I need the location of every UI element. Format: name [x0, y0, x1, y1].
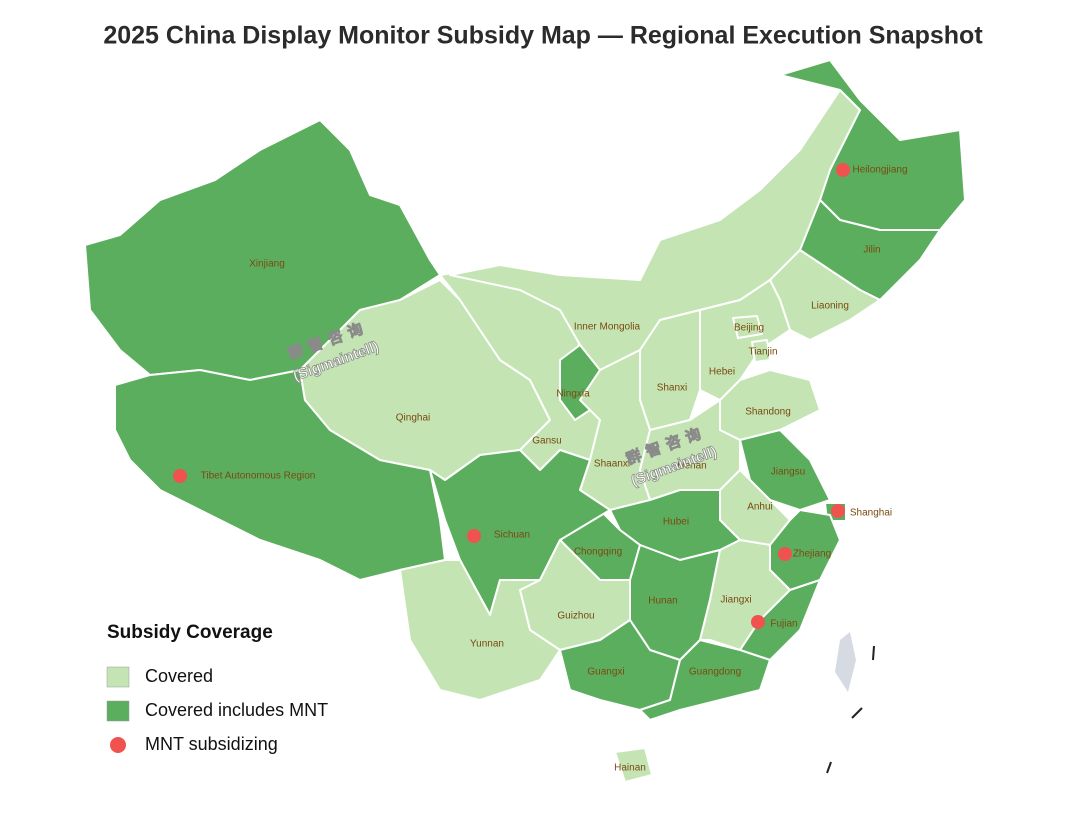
region-label: Jilin: [863, 245, 880, 256]
region: [732, 315, 763, 339]
legend-swatch: [106, 666, 130, 688]
region-label: Gansu: [532, 436, 561, 447]
region-label: Shanxi: [657, 383, 688, 394]
regions: [84, 59, 966, 783]
region-label: Liaoning: [811, 301, 849, 312]
region-label: Shaanxi: [594, 459, 630, 470]
subsidy-marker: [836, 163, 850, 177]
boundary-dash: [851, 707, 863, 719]
region-label: Hubei: [663, 517, 689, 528]
region-label: Hunan: [648, 596, 677, 607]
markers: [173, 163, 850, 629]
region-label: Tibet Autonomous Region: [201, 471, 316, 482]
region-label: Zhejiang: [793, 549, 831, 560]
region-label: Xinjiang: [249, 259, 285, 270]
region-label: Chongqing: [574, 547, 622, 558]
region-label: Henan: [677, 461, 706, 472]
region-label: Qinghai: [396, 413, 430, 424]
boundary-dash: [872, 645, 875, 661]
region-label: Jiangxi: [720, 595, 751, 606]
region-label: Ningxia: [556, 389, 590, 400]
region-label: Fujian: [770, 619, 797, 630]
legend-label: Covered: [145, 666, 213, 686]
region-label: Shanghai: [850, 508, 892, 519]
legend-label: MNT subsidizing: [145, 734, 278, 754]
region-label: Heilongjiang: [852, 165, 907, 176]
region: [639, 639, 771, 721]
legend-swatch: [106, 700, 130, 722]
region-label: Anhui: [747, 502, 773, 513]
map-title: 2025 China Display Monitor Subsidy Map —…: [103, 22, 983, 50]
legend-title: Subsidy Coverage: [107, 622, 273, 643]
region-label: Yunnan: [470, 639, 504, 650]
legend-marker: [110, 737, 126, 753]
region-label: Sichuan: [494, 530, 530, 541]
region-label: Jiangsu: [771, 467, 805, 478]
region-label: Guizhou: [557, 611, 594, 622]
boundary-dash: [826, 761, 832, 774]
region-labels: Xinjiang Tibet Autonomous Region Qinghai Ga…: [201, 165, 908, 774]
legend-label: Covered includes MNT: [145, 700, 328, 720]
region: [114, 369, 446, 581]
legend: Subsidy Coverage Covered Covered includes…: [106, 622, 328, 754]
subsidy-marker: [831, 504, 845, 518]
region-label: Hebei: [709, 367, 735, 378]
subsidy-marker: [467, 529, 481, 543]
region-label: Inner Mongolia: [574, 322, 641, 333]
region: [399, 559, 561, 701]
region-label: Guangdong: [689, 667, 741, 678]
region: [614, 747, 653, 783]
region-label: Shandong: [745, 407, 791, 418]
subsidy-marker: [173, 469, 187, 483]
island: [835, 632, 856, 692]
region: [751, 339, 771, 363]
region-label: Hainan: [614, 763, 646, 774]
region-label: Tianjin: [748, 347, 777, 358]
region-label: Beijing: [734, 323, 764, 334]
region-label: Guangxi: [587, 667, 624, 678]
subsidy-marker: [751, 615, 765, 629]
subsidy-marker: [778, 547, 792, 561]
